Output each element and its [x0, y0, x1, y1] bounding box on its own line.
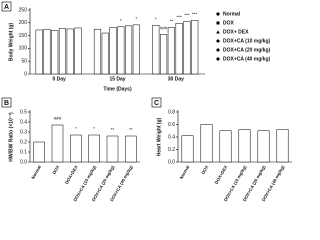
panel-label-box: [151, 97, 162, 108]
x-tick-label: Normal: [30, 165, 42, 180]
y-tick-label: 0.4: [168, 134, 175, 140]
bar: [125, 135, 137, 163]
y-tick-label: 0.4: [20, 119, 27, 125]
bar: [74, 27, 82, 75]
y-axis-label: Heart Weight (g): [156, 117, 162, 156]
y-tick-label: 50: [21, 59, 27, 65]
panel-label-box: [1, 1, 12, 12]
significance-mark: *: [120, 18, 122, 23]
y-tick-label: 250: [19, 7, 28, 13]
x-tick-label: DOX: [51, 164, 60, 175]
significance-mark: *: [75, 126, 77, 131]
bar: [181, 135, 194, 163]
bar: [167, 27, 175, 75]
bar: [160, 34, 168, 75]
panel-label: C: [154, 100, 159, 107]
x-tick-label: Normal: [179, 165, 191, 180]
x-tick-label: 15 Day: [109, 76, 125, 82]
bar: [35, 29, 43, 75]
y-tick-label: 0.6: [168, 122, 175, 128]
significance-mark: *: [93, 126, 95, 131]
bar: [152, 25, 160, 75]
significance-mark: ###: [54, 116, 62, 121]
legend-marker: [216, 21, 220, 25]
bar: [93, 28, 102, 75]
y-tick-label: 150: [19, 33, 28, 39]
x-tick-label: 30 Day: [168, 76, 184, 82]
significance-mark: *: [135, 16, 137, 21]
y-tick-label: 100: [19, 46, 28, 52]
bar: [58, 28, 67, 75]
y-tick-label: 0.0: [20, 159, 27, 165]
significance-mark: ***: [184, 13, 190, 18]
bar: [117, 26, 125, 75]
y-tick-label: 200: [19, 20, 28, 26]
significance-mark: **: [111, 127, 115, 132]
bar: [101, 32, 109, 75]
bar: [51, 30, 59, 75]
legend-label: DOX: [223, 20, 235, 26]
bar: [238, 129, 251, 163]
x-tick-label: DOX+DEX: [64, 164, 79, 185]
legend-marker: [216, 48, 220, 52]
panel-label-box: [1, 97, 12, 108]
legend-marker: [216, 12, 220, 16]
legend-label: DOX+CA (10 mg/kg): [223, 38, 271, 44]
bar: [276, 129, 289, 163]
significance-mark: ***: [177, 14, 183, 19]
x-tick-label: 0 Day: [52, 76, 66, 82]
significance-mark: ***: [192, 11, 198, 16]
figure: A Body Weight (g) Time (Days) 0 50 100 150 200 2…: [1, 1, 292, 202]
bar: [132, 24, 140, 75]
legend-marker: [216, 30, 220, 34]
bar: [51, 124, 64, 163]
y-tick-label: 0.1: [20, 149, 27, 155]
y-axis-label: HW/BW Ratio (×10⁻³): [8, 112, 14, 162]
y-tick-label: 0.8: [168, 109, 175, 115]
bar: [66, 28, 74, 75]
bar: [88, 134, 100, 163]
bar: [106, 135, 119, 163]
legend-label: DOX+ DEX: [223, 29, 249, 35]
y-tick-label: 0.2: [168, 147, 175, 153]
panel-label: B: [4, 100, 9, 107]
x-tick-label: DOX+DEX: [214, 164, 229, 185]
bar: [109, 27, 117, 75]
legend-label: DOX+CA (40 mg/kg): [223, 56, 271, 62]
y-axis-label: Body Weight (g): [8, 23, 14, 62]
bar: [33, 141, 45, 163]
y-tick-label: 0.2: [20, 139, 27, 145]
page: {"chart_data": [ {"type": "bar", "panel"…: [1, 1, 292, 203]
significance-mark: **: [129, 127, 133, 132]
bar: [70, 134, 82, 163]
y-tick-label: 0: [24, 71, 27, 77]
x-tick-label: DOX: [200, 164, 209, 175]
bar: [43, 28, 51, 75]
panel-label: A: [4, 4, 9, 11]
y-tick-label: 0.3: [20, 129, 27, 135]
legend-label: Normal: [223, 11, 241, 17]
legend-marker: [216, 39, 220, 43]
significance-mark: *: [155, 17, 157, 22]
bar: [191, 19, 199, 75]
bar: [257, 130, 270, 163]
y-tick-label: 0.5: [20, 109, 27, 115]
legend-marker: [216, 57, 220, 61]
legend-label: DOX+CA (20 mg/kg): [223, 47, 271, 53]
x-axis-label: Time (Days): [103, 86, 132, 92]
bar: [183, 21, 191, 75]
bar: [175, 23, 183, 75]
bar: [125, 25, 133, 75]
significance-mark: ###: [160, 26, 168, 31]
significance-mark: **: [170, 19, 174, 24]
bar: [200, 124, 213, 163]
y-tick-label: 0.0: [168, 159, 175, 165]
bar: [219, 130, 232, 163]
